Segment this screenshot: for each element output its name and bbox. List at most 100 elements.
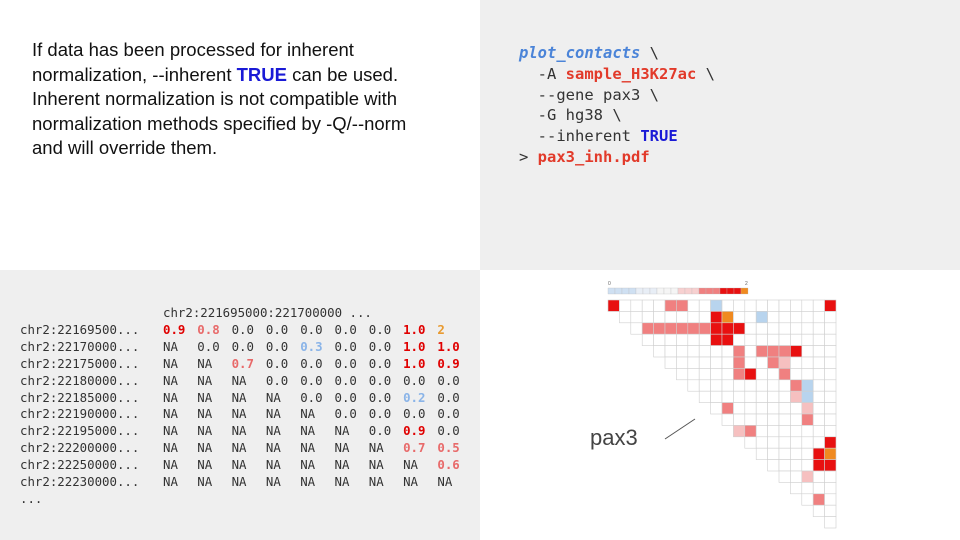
matrix-cell: 0.0	[403, 406, 426, 422]
pointer-line	[664, 418, 696, 440]
heatmap-cell	[801, 425, 814, 438]
gene-label: pax3	[590, 425, 638, 450]
heatmap-cell	[812, 356, 825, 369]
heatmap-cell	[801, 402, 814, 415]
heatmap-cell	[698, 368, 711, 381]
matrix-cell: 0.9	[163, 321, 186, 337]
heatmap-cell	[767, 368, 780, 381]
heatmap-cell	[664, 333, 677, 346]
heatmap-cell	[664, 299, 677, 312]
scale-segment	[642, 287, 651, 295]
heatmap-cell	[812, 413, 825, 426]
heatmap-cell	[824, 345, 837, 358]
matrix-cell: 0.0	[300, 355, 323, 371]
matrix-cell: 0.3	[300, 338, 323, 354]
matrix-row: chr2:22175000... NA NA 0.7 0.0 0.0 0.0 0.0 1.0 0.…	[20, 356, 472, 373]
heatmap-cell	[767, 459, 780, 472]
heatmap-cell	[824, 482, 837, 495]
heatmap-cell	[812, 493, 825, 506]
matrix-row-label: chr2:22169500...	[20, 321, 140, 337]
heatmap-cell	[641, 311, 654, 324]
heatmap-cell	[767, 425, 780, 438]
description-text: If data has been processed for inherent …	[32, 38, 462, 161]
heatmap-cell	[698, 379, 711, 392]
heatmap-cell	[676, 356, 689, 369]
scale-segment	[733, 287, 742, 295]
heatmap-cell	[733, 425, 746, 438]
heatmap-cell	[812, 299, 825, 312]
heatmap-cell	[710, 356, 723, 369]
matrix-ellipsis: ...	[20, 490, 43, 506]
heatmap-cell	[790, 447, 803, 460]
heatmap-cell	[824, 356, 837, 369]
heatmap-cell	[790, 402, 803, 415]
heatmap-cell	[630, 299, 643, 312]
matrix-cell: NA	[197, 440, 213, 456]
scale-segment	[677, 287, 686, 295]
scale-min-label: 0	[608, 281, 611, 287]
heatmap-cell	[790, 436, 803, 449]
heatmap-cell	[755, 402, 768, 415]
heatmap-cell	[744, 333, 757, 346]
desc-line-5: and will override them.	[32, 137, 218, 158]
matrix-cell: 1.0	[403, 321, 426, 337]
heatmap-cell	[733, 345, 746, 358]
matrix-cell: NA	[163, 474, 178, 490]
heatmap-cell	[824, 425, 837, 438]
heatmap-cell	[812, 311, 825, 324]
matrix-cell: NA	[265, 457, 281, 473]
heatmap-cell	[812, 482, 825, 495]
heatmap-cell	[801, 299, 814, 312]
heatmap-cell	[721, 322, 734, 335]
matrix-row: chr2:22185000... NA NA NA NA 0.0 0.0 0.0 0.2 0.0	[20, 390, 472, 407]
heatmap-cell	[744, 311, 757, 324]
heatmap-cell	[778, 390, 791, 403]
heatmap-cell	[755, 311, 768, 324]
heatmap-cell	[653, 322, 666, 335]
heatmap-cell	[676, 322, 689, 335]
desc-line-2-post: can be used.	[287, 63, 399, 85]
heatmap-cell	[790, 459, 803, 472]
heatmap-cell	[721, 333, 734, 346]
heatmap-cell	[721, 390, 734, 403]
heatmap-cell	[790, 299, 803, 312]
heatmap-cell	[801, 470, 814, 483]
code-sample-value: sample_H3K27ac	[565, 64, 697, 83]
heatmap-cell	[767, 345, 780, 358]
contact-matrix: chr2:221695000:221700000 ... chr2:2216950…	[20, 305, 472, 508]
matrix-row: chr2:22250000... NA NA NA NA NA NA NA NA 0.6	[20, 457, 472, 474]
matrix-cell: NA	[334, 440, 350, 456]
heatmap-cell	[710, 390, 723, 403]
code-panel	[480, 0, 960, 270]
code-flag-genome: -G hg38 \	[519, 106, 622, 125]
heatmap-cell	[710, 299, 723, 312]
heatmap-cell	[767, 333, 780, 346]
matrix-cell: 0.0	[265, 321, 289, 337]
matrix-cell: 0.9	[437, 355, 460, 371]
heatmap-cell	[664, 322, 677, 335]
heatmap-cell	[778, 436, 791, 449]
matrix-cell: NA	[197, 474, 213, 490]
matrix-cell: NA	[334, 423, 350, 439]
matrix-cell: 0.0	[231, 338, 254, 354]
heatmap-cell	[790, 311, 803, 324]
matrix-row-label: chr2:22250000...	[20, 457, 140, 473]
heatmap-cell	[733, 333, 746, 346]
heatmap-cell	[698, 333, 711, 346]
matrix-cell: 0.0	[437, 406, 460, 422]
matrix-cell: NA	[197, 372, 213, 388]
heatmap-cell	[767, 311, 780, 324]
heatmap-cell	[790, 333, 803, 346]
matrix-cell: NA	[163, 406, 178, 422]
matrix-cell: NA	[368, 457, 384, 473]
scale-segment	[670, 287, 679, 295]
heatmap-cell	[755, 425, 768, 438]
heatmap-cell	[664, 356, 677, 369]
matrix-cell: 0.0	[403, 372, 426, 388]
heatmap-cell	[801, 311, 814, 324]
heatmap-cell	[778, 299, 791, 312]
heatmap-cell	[710, 322, 723, 335]
matrix-cell: 0.0	[334, 372, 357, 388]
heatmap-cell	[641, 299, 654, 312]
heatmap-cell	[744, 356, 757, 369]
